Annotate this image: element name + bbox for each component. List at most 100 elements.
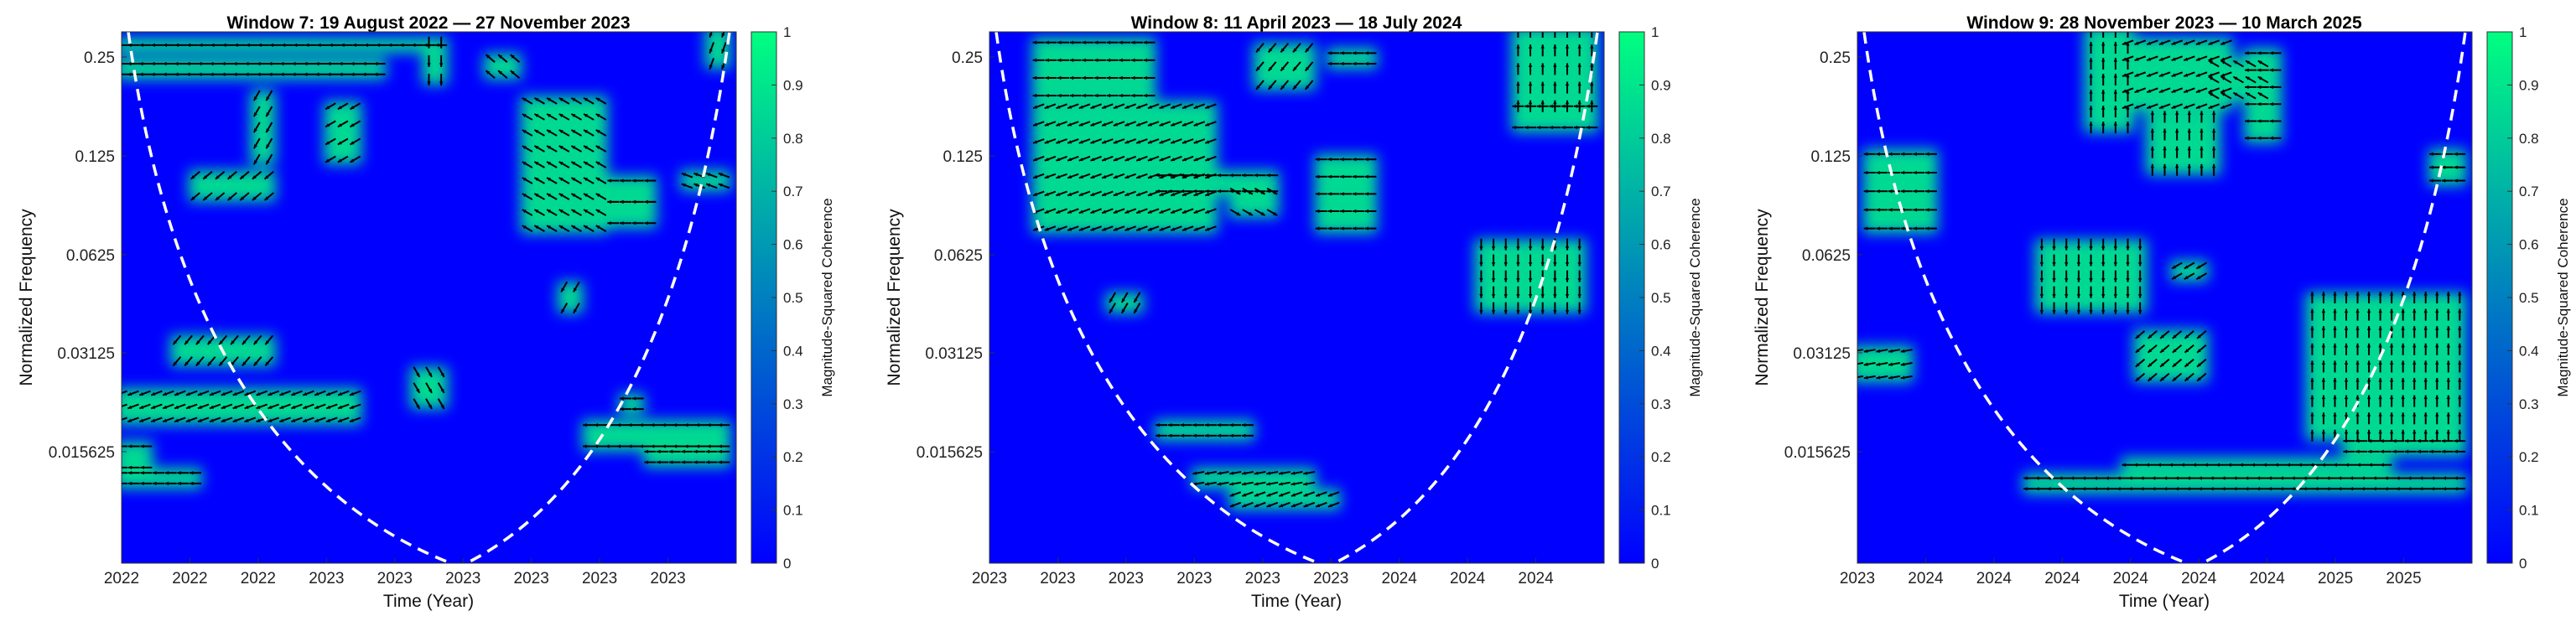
phase-arrow — [1924, 226, 1937, 230]
phase-arrow — [1280, 61, 1290, 72]
phase-arrow — [1863, 362, 1876, 366]
phase-arrow — [2184, 358, 2194, 368]
phase-arrow — [2389, 378, 2394, 391]
phase-arrow — [2454, 439, 2466, 443]
phase-arrow — [1093, 93, 1106, 98]
phase-arrow — [2138, 302, 2142, 314]
phase-arrow — [2220, 60, 2232, 68]
y-ticks: 0.25 0.125 0.0625 0.03125 0.015625 — [1784, 49, 1862, 462]
phase-arrow — [2401, 308, 2405, 321]
phase-arrow — [2412, 378, 2417, 391]
phase-arrow — [2101, 74, 2106, 86]
phase-arrow — [1182, 190, 1194, 197]
phase-arrow — [1124, 190, 1137, 197]
phase-arrow — [252, 137, 261, 149]
phase-arrow — [1516, 81, 1520, 94]
phase-arrow — [1204, 155, 1217, 162]
phase-arrow — [2039, 270, 2044, 282]
phase-arrow — [1182, 208, 1194, 215]
phase-arrow — [2208, 55, 2220, 62]
phase-arrow — [2245, 75, 2257, 84]
phase-arrow — [594, 422, 606, 427]
x-tick-label: 2022 — [104, 570, 139, 587]
phase-arrow — [2101, 286, 2106, 298]
phase-arrow — [1167, 422, 1180, 427]
phase-arrow — [2089, 286, 2093, 298]
phase-arrow — [1876, 170, 1888, 175]
phase-arrow — [1204, 208, 1217, 215]
phase-arrow — [2163, 146, 2167, 158]
phase-arrow — [2378, 292, 2382, 303]
phase-arrow — [150, 417, 163, 423]
phase-arrow — [1113, 103, 1125, 110]
phase-arrow — [185, 61, 198, 66]
phase-arrow — [1900, 375, 1913, 380]
coherence-region — [1031, 37, 1156, 101]
phase-arrow — [1303, 501, 1316, 508]
phase-arrow — [1135, 121, 1148, 127]
colorbar-label: Magnitude-Squared Coherence — [2555, 198, 2571, 396]
phase-arrow — [2441, 449, 2454, 454]
phase-arrow — [2163, 163, 2167, 176]
phase-arrow — [2257, 119, 2269, 123]
phase-arrow — [595, 129, 607, 137]
phase-arrow — [1900, 362, 1913, 366]
phase-arrow — [1241, 433, 1254, 438]
phase-arrow — [1924, 152, 1937, 156]
phase-arrow — [1124, 103, 1137, 110]
phase-arrow — [1327, 226, 1340, 230]
phase-arrow — [1528, 238, 1533, 251]
phase-arrow — [1924, 208, 1937, 212]
phase-arrow — [1267, 61, 1277, 72]
phase-arrow — [1182, 138, 1194, 144]
phase-arrow — [1229, 173, 1242, 178]
phase-arrow — [533, 209, 546, 216]
phase-arrow — [1170, 103, 1182, 110]
phase-arrow — [583, 422, 595, 427]
phase-arrow — [657, 460, 669, 464]
phase-arrow — [1056, 225, 1067, 231]
phase-arrow — [2344, 292, 2349, 303]
phase-arrow — [1516, 238, 1520, 251]
phase-arrow — [2257, 102, 2269, 106]
phase-arrow — [1204, 471, 1217, 475]
phase-arrow — [340, 43, 353, 48]
phase-arrow — [2417, 439, 2429, 443]
phase-arrow — [2269, 68, 2282, 72]
phase-arrow — [1093, 40, 1106, 44]
coherence-region — [2023, 473, 2467, 494]
colorbar-tick-label: 1 — [2519, 24, 2527, 40]
phase-arrow — [1045, 75, 1057, 80]
phase-arrow — [427, 54, 431, 67]
phase-arrow — [2126, 270, 2130, 282]
x-tick-label: 2023 — [445, 570, 480, 587]
phase-arrow — [1549, 104, 1561, 108]
phase-arrow — [1044, 155, 1057, 162]
phase-arrow — [2128, 476, 2141, 480]
phase-arrow — [1280, 43, 1290, 54]
phase-arrow — [2135, 358, 2146, 368]
phase-arrow — [2454, 152, 2466, 156]
phase-arrow — [2429, 439, 2442, 443]
phase-arrow — [1241, 481, 1254, 486]
phase-arrow — [2401, 412, 2405, 425]
phase-arrow — [361, 61, 374, 66]
phase-arrow — [2404, 449, 2417, 454]
phase-arrow — [533, 145, 546, 153]
phase-arrow — [256, 72, 268, 76]
phase-arrow — [1082, 58, 1094, 62]
phase-arrow — [1124, 155, 1137, 162]
phase-arrow — [1577, 270, 1581, 282]
phase-arrow — [2192, 463, 2205, 467]
phase-arrow — [2151, 476, 2163, 480]
phase-arrow — [2401, 395, 2405, 407]
phase-arrow — [1888, 152, 1900, 156]
phase-arrow — [2269, 136, 2282, 140]
phase-arrow — [1327, 174, 1340, 179]
phase-arrow — [281, 43, 293, 48]
phase-arrow — [2245, 68, 2257, 72]
phase-arrow — [2446, 412, 2450, 425]
phase-arrow — [185, 417, 198, 423]
phase-arrow — [1315, 209, 1327, 214]
phase-arrow — [2378, 412, 2382, 425]
